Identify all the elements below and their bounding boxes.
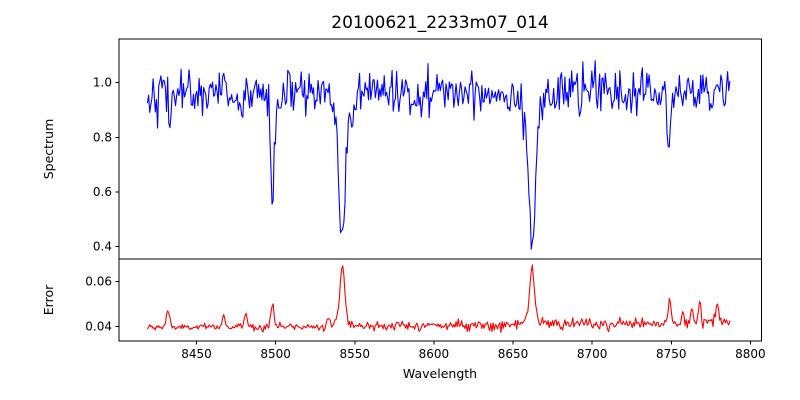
spectrum-line <box>146 60 731 250</box>
spectrum-y-ticks: 1.0 0.8 0.6 0.4 <box>93 76 119 253</box>
x-tick-label: 8750 <box>656 347 687 361</box>
x-axis-label: Wavelength <box>403 366 477 381</box>
x-tick-label: 8600 <box>419 347 450 361</box>
x-tick-label: 8450 <box>181 347 212 361</box>
error-line <box>146 264 731 334</box>
spectrum-y-axis-label: Spectrum <box>41 119 56 180</box>
error-axes: 0.06 0.04 8450 8500 8550 8600 8650 8700 8750 8800 <box>85 258 766 361</box>
error-y-tick-label: 0.06 <box>85 274 112 288</box>
figure-title: 20100621_2233m07_014 <box>331 13 548 33</box>
x-tick-label: 8800 <box>735 347 766 361</box>
error-y-ticks: 0.06 0.04 <box>85 274 119 333</box>
x-tick-label: 8550 <box>340 347 371 361</box>
x-ticks: 8450 8500 8550 8600 8650 8700 8750 8800 <box>181 341 766 361</box>
x-tick-label: 8650 <box>498 347 529 361</box>
error-plot-area <box>118 258 762 342</box>
x-tick-label: 8700 <box>577 347 608 361</box>
error-y-axis-label: Error <box>41 284 56 315</box>
spectrum-y-tick-label: 0.6 <box>93 185 112 199</box>
axes-layer: 1.0 0.8 0.6 0.4 0.06 0.04 8450 8500 8550 8600 8650… <box>85 38 766 361</box>
spectrum-y-tick-label: 0.4 <box>93 239 112 253</box>
spectrum-plot-area <box>118 38 762 260</box>
spectrum-y-tick-label: 1.0 <box>93 76 112 90</box>
spectrum-y-tick-label: 0.8 <box>93 130 112 144</box>
spectrum-axes: 1.0 0.8 0.6 0.4 <box>93 38 762 260</box>
x-tick-label: 8500 <box>260 347 291 361</box>
error-y-tick-label: 0.04 <box>85 319 112 333</box>
